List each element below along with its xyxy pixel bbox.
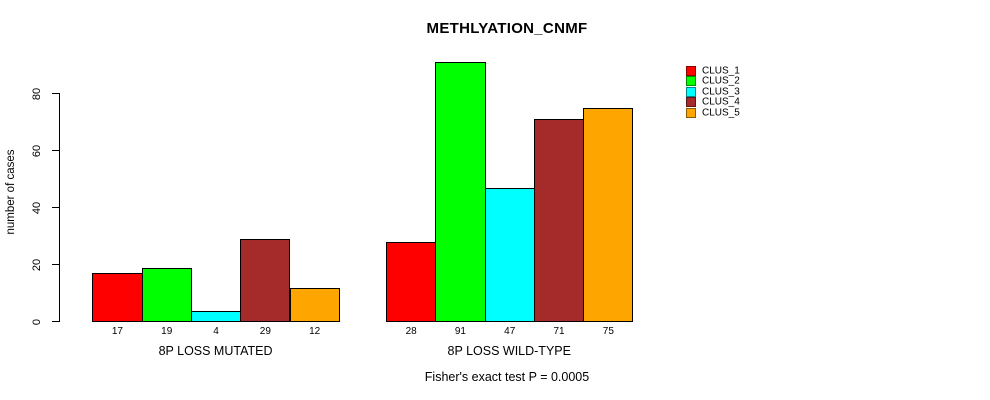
bar-value-label: 17: [111, 325, 123, 337]
y-axis-title: number of cases: [4, 149, 17, 235]
bar-value-label: 28: [405, 325, 417, 337]
legend-swatch-clus_4: [686, 97, 696, 108]
bar-clus_5: [583, 108, 634, 322]
bar-clus_5: [289, 287, 340, 322]
bar-value-label: 12: [309, 325, 321, 337]
bar-clus_4: [533, 119, 585, 322]
legend-swatch-clus_2: [686, 76, 696, 87]
x-axis-group-label: 8P LOSS WILD-TYPE: [447, 343, 571, 358]
legend-swatch-clus_5: [686, 107, 696, 118]
chart-title: METHLYATION_CNMF: [426, 20, 588, 37]
y-axis-tick: [51, 264, 59, 266]
x-axis-group-label: 8P LOSS MUTATED: [158, 343, 273, 358]
y-axis-tick: [51, 150, 59, 152]
legend-label-clus_3: CLUS_3: [702, 86, 740, 98]
bar-value-label: 71: [553, 325, 565, 337]
y-axis-tick-label: 80: [31, 87, 43, 100]
y-axis-tick-label: 60: [31, 144, 43, 157]
y-axis-tick-label: 0: [31, 318, 43, 325]
legend-label-clus_5: CLUS_5: [702, 107, 740, 119]
y-axis-tick: [51, 207, 59, 209]
bar-value-label: 29: [259, 325, 271, 337]
y-axis-tick: [51, 92, 59, 95]
bar-value-label: 19: [161, 325, 173, 337]
legend-swatch-clus_1: [686, 65, 696, 76]
y-axis-line: [58, 93, 60, 322]
bar-value-label: 75: [602, 325, 614, 337]
y-axis-tick: [51, 321, 59, 323]
bar-clus_3: [190, 310, 242, 322]
bar-clus_3: [484, 187, 535, 322]
bar-clus_2: [141, 267, 192, 322]
annotation-text: Fisher's exact test P = 0.0005: [424, 370, 590, 384]
bar-clus_1: [92, 273, 143, 322]
legend-label-clus_1: CLUS_1: [702, 65, 740, 76]
y-axis-tick-label: 40: [31, 201, 43, 214]
bar-value-label: 91: [454, 325, 466, 337]
bar-value-label: 4: [213, 325, 219, 337]
bar-clus_2: [435, 62, 486, 322]
y-axis-tick-label: 20: [31, 258, 43, 271]
bar-value-label: 47: [504, 325, 516, 337]
legend-label-clus_2: CLUS_2: [702, 75, 740, 87]
bar-clus_4: [240, 239, 291, 322]
legend-swatch-clus_3: [686, 86, 696, 97]
bar-clus_1: [386, 242, 437, 322]
legend-label-clus_4: CLUS_4: [702, 96, 740, 108]
